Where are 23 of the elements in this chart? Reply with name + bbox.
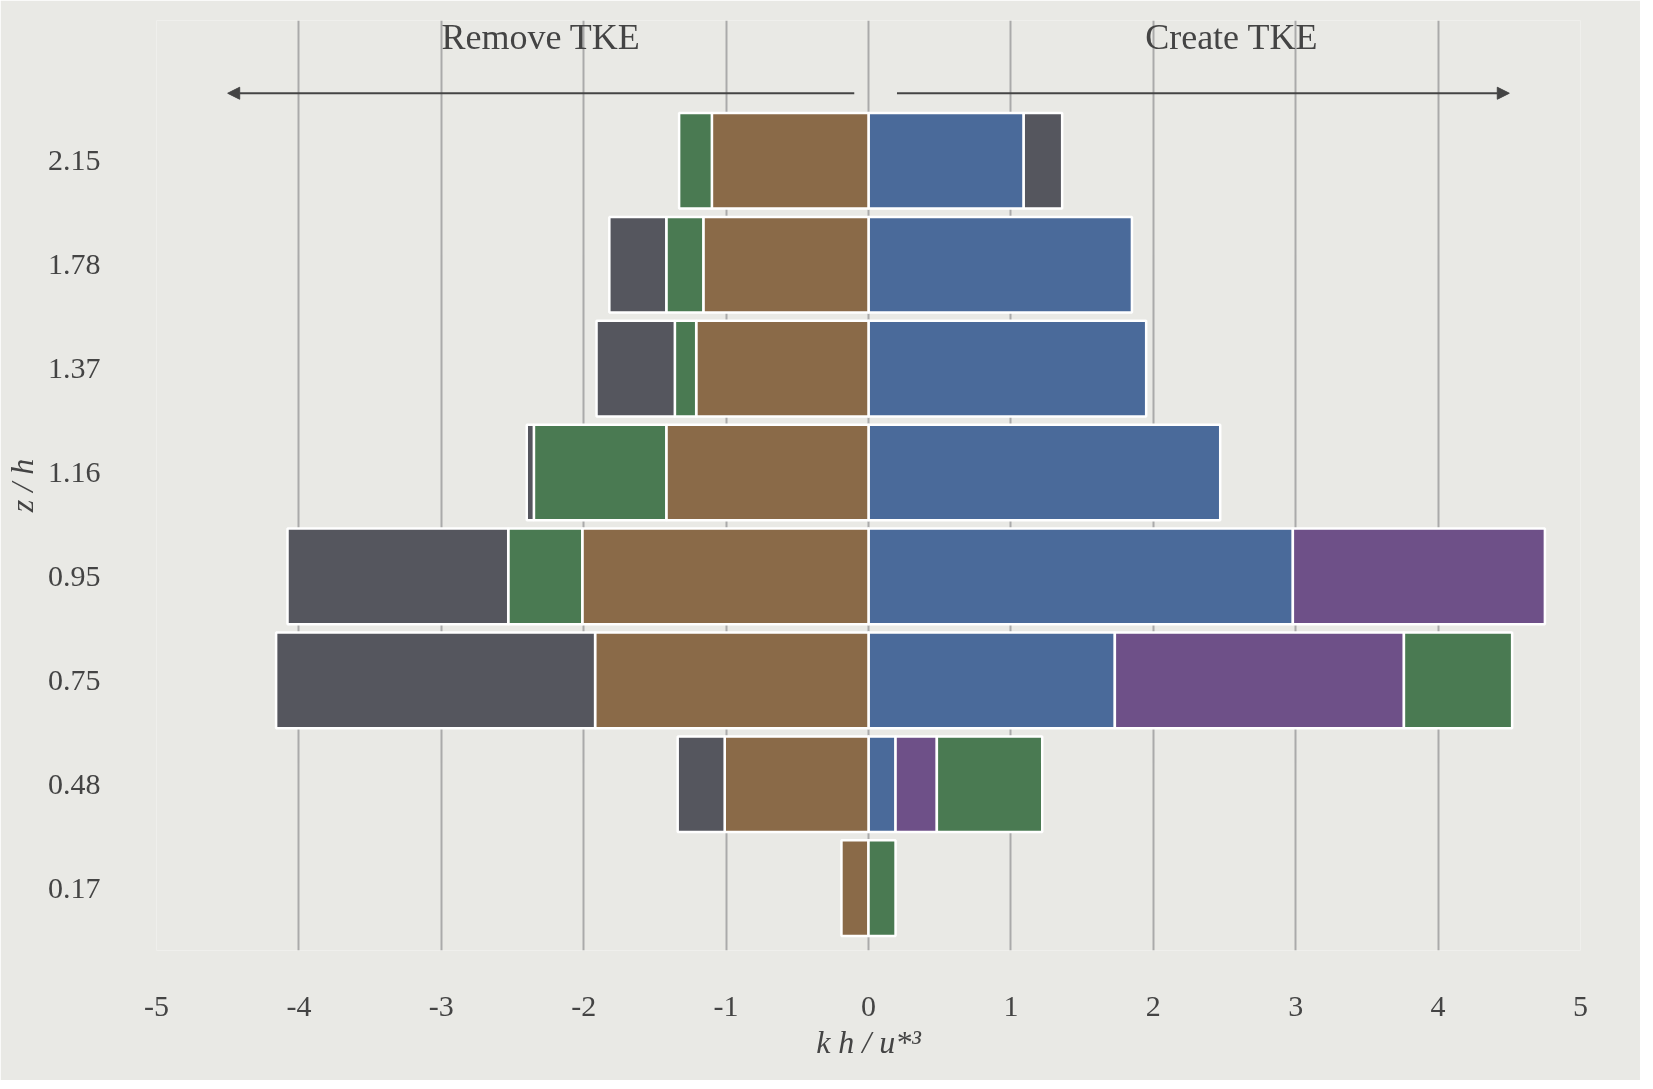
x-tick-label: -1 (713, 988, 739, 1022)
x-tick-label: 5 (1573, 988, 1588, 1022)
x-tick-label: 4 (1430, 988, 1446, 1022)
x-tick-label: 3 (1288, 988, 1304, 1022)
x-tick-label: -2 (571, 988, 597, 1022)
x-tick-label: 1 (1003, 988, 1019, 1022)
y-axis-title: z / h (4, 458, 40, 514)
y-tick-label: 1.37 (48, 351, 101, 385)
y-tick-label: 1.16 (48, 455, 101, 489)
x-tick-label: -3 (428, 988, 454, 1022)
x-tick-label: 2 (1145, 988, 1161, 1022)
y-tick-label: 0.75 (48, 662, 101, 696)
x-tick-label: -5 (144, 988, 169, 1022)
x-tick-label: 0 (861, 988, 876, 1022)
y-tick-label: 0.95 (48, 558, 101, 592)
y-tick-label: 2.15 (48, 143, 101, 177)
y-tick-label: 0.48 (48, 766, 101, 800)
x-tick-label: -4 (286, 988, 312, 1022)
y-tick-label: 0.17 (48, 870, 101, 904)
x-axis-title: k h / u*³ (816, 1023, 922, 1060)
annotation: Remove TKE (441, 16, 640, 57)
annotation: Create TKE (1145, 16, 1318, 57)
y-tick-label: 1.78 (48, 247, 101, 281)
